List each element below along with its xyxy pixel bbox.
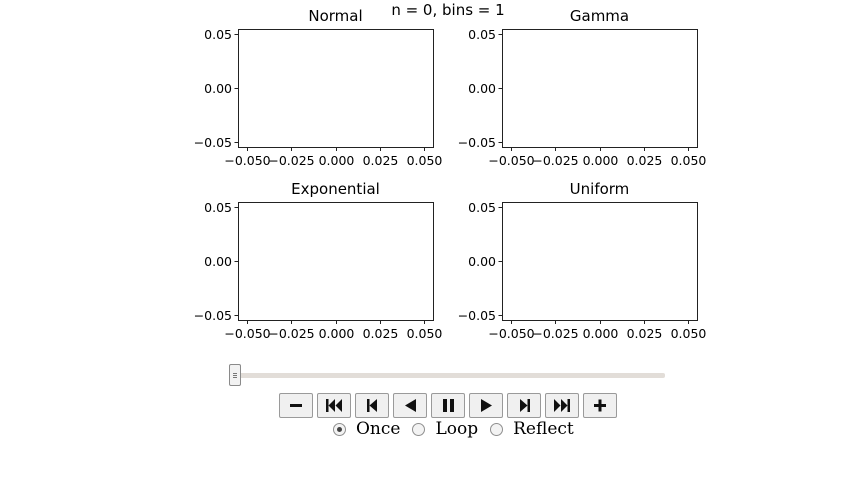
mode-option-reflect[interactable]: Reflect [490, 419, 574, 439]
x-tick-label: −0.025 [268, 326, 314, 341]
y-tick-label: 0.00 [204, 254, 232, 269]
x-tick-label: −0.025 [268, 153, 314, 168]
y-tick-label: 0.05 [204, 200, 232, 215]
step-forward-button[interactable] [507, 393, 541, 418]
slider-handle[interactable] [229, 364, 241, 386]
last-frame-button[interactable] [545, 393, 579, 418]
x-tick-label: 0.025 [363, 326, 399, 341]
x-tick-label: 0.025 [363, 153, 399, 168]
play-backward-icon [405, 399, 416, 412]
x-tick-label: −0.050 [488, 326, 534, 341]
radio-once[interactable] [333, 422, 346, 436]
x-tick-label: −0.050 [488, 153, 534, 168]
fast-backward-icon [326, 399, 342, 412]
x-tick-label: 0.000 [583, 326, 619, 341]
panel-normal: Normal 0.05 0.00 −0.05 −0.050−0.025 0.000 0.02… [194, 7, 443, 168]
increase-speed-button[interactable] [583, 393, 617, 418]
x-tick-label: 0.000 [583, 153, 619, 168]
y-tick-label: 0.00 [468, 81, 496, 96]
y-tick-label: 0.05 [204, 27, 232, 42]
x-tick-label: −0.025 [532, 153, 578, 168]
mode-label: Once [356, 419, 401, 439]
step-back-button[interactable] [355, 393, 389, 418]
y-tick-label: 0.00 [204, 81, 232, 96]
panel-title: Normal [308, 7, 362, 25]
mode-option-loop[interactable]: Loop [412, 419, 478, 439]
x-tick-label: −0.025 [532, 326, 578, 341]
play-reverse-button[interactable] [393, 393, 427, 418]
x-tick-label: 0.050 [407, 326, 443, 341]
slider-track[interactable] [237, 373, 665, 378]
play-forward-icon [481, 399, 492, 412]
step-backward-icon [367, 399, 377, 412]
minus-icon [290, 404, 302, 407]
x-tick-label: 0.000 [319, 326, 355, 341]
panel-title: Gamma [570, 7, 629, 25]
x-tick-label: 0.000 [319, 153, 355, 168]
panel-title: Exponential [291, 180, 380, 198]
y-tick-label: 0.00 [468, 254, 496, 269]
first-frame-button[interactable] [317, 393, 351, 418]
plot-frame [502, 202, 698, 321]
fast-forward-icon [554, 399, 570, 412]
plot-frame [502, 29, 698, 148]
plus-icon [594, 399, 606, 412]
pause-button[interactable] [431, 393, 465, 418]
figure: n = 0, bins = 1 Normal 0.05 0.00 −0.05 −0.05… [194, 1, 707, 341]
y-tick-label: −0.05 [458, 308, 496, 323]
decrease-speed-button[interactable] [279, 393, 313, 418]
y-tick-label: 0.05 [468, 27, 496, 42]
step-forward-icon [520, 399, 530, 412]
pause-icon [443, 399, 454, 412]
plot-frame [238, 202, 434, 321]
panel-uniform: Uniform 0.05 0.00 −0.05 −0.050−0.025 0.000 0.0… [458, 180, 707, 341]
x-tick-label: −0.050 [224, 153, 270, 168]
radio-loop[interactable] [412, 422, 426, 436]
panel-gamma: Gamma 0.05 0.00 −0.05 −0.050−0.025 0.000 0.025… [458, 7, 707, 168]
plot-frame [238, 29, 434, 148]
x-tick-label: 0.050 [671, 153, 707, 168]
playback-mode-group: Once Loop Reflect [333, 419, 586, 439]
x-tick-label: 0.025 [627, 153, 663, 168]
x-tick-label: 0.050 [407, 153, 443, 168]
panel-title: Uniform [570, 180, 630, 198]
mode-label: Reflect [513, 419, 574, 439]
x-tick-label: 0.050 [671, 326, 707, 341]
radio-reflect[interactable] [490, 422, 504, 436]
y-tick-label: −0.05 [194, 135, 232, 150]
animation-controls [279, 393, 617, 418]
mode-option-once[interactable]: Once [333, 419, 400, 439]
play-button[interactable] [469, 393, 503, 418]
x-tick-label: 0.025 [627, 326, 663, 341]
y-tick-label: −0.05 [194, 308, 232, 323]
y-tick-label: 0.05 [468, 200, 496, 215]
x-tick-label: −0.050 [224, 326, 270, 341]
mode-label: Loop [435, 419, 479, 439]
y-tick-label: −0.05 [458, 135, 496, 150]
figure-suptitle: n = 0, bins = 1 [391, 1, 504, 19]
panel-exponential: Exponential 0.05 0.00 −0.05 −0.050−0.025 0.00… [194, 180, 443, 341]
